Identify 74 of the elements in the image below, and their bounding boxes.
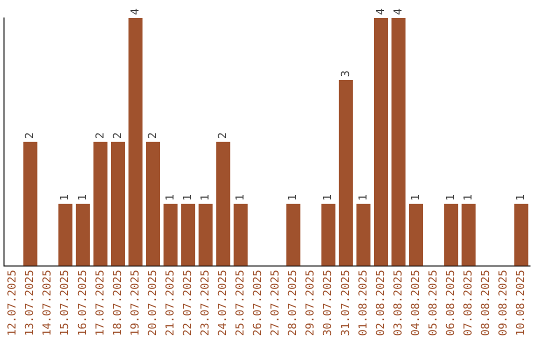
bar [23, 142, 38, 266]
bar [198, 204, 213, 266]
x-tick-label: 04.08.2025 [408, 270, 422, 336]
x-tick-label: 07.08.2025 [461, 270, 474, 336]
data-label: 2 [93, 132, 106, 139]
data-label: 2 [110, 132, 124, 139]
bar [356, 204, 370, 266]
x-tick-label: 02.08.2025 [374, 270, 387, 336]
bar [76, 204, 90, 266]
x-tick-label: 08.08.2025 [479, 270, 492, 336]
bar [321, 204, 336, 266]
bar [110, 142, 125, 266]
bar [286, 204, 300, 266]
data-label: 1 [76, 194, 89, 201]
x-tick-label: 15.07.2025 [58, 270, 72, 336]
x-tick-label: 18.07.2025 [110, 270, 124, 336]
x-tick-label: 21.07.2025 [163, 270, 176, 336]
data-label: 1 [234, 194, 247, 201]
data-label: 4 [391, 8, 404, 15]
data-label: 4 [374, 8, 387, 15]
x-tick-label: 09.08.2025 [496, 270, 510, 336]
x-tick-label: 14.07.2025 [40, 270, 54, 336]
x-tick-label: 28.07.2025 [286, 270, 300, 336]
bar [338, 80, 353, 266]
x-tick-label: 29.07.2025 [304, 270, 317, 336]
x-tick-label: 01.08.2025 [356, 270, 370, 336]
x-tick-label: 17.07.2025 [93, 270, 106, 336]
bar [128, 18, 143, 266]
bar [216, 142, 230, 266]
data-label: 4 [128, 8, 142, 15]
bar [93, 142, 108, 266]
x-tick-label: 05.08.2025 [426, 270, 440, 336]
x-tick-label: 03.08.2025 [391, 270, 404, 336]
x-tick-label: 16.07.2025 [76, 270, 89, 336]
bar [234, 204, 248, 266]
x-tick-label: 19.07.2025 [128, 270, 142, 336]
x-tick-label: 23.07.2025 [198, 270, 212, 336]
data-label: 1 [356, 194, 370, 201]
x-tick-label: 30.07.2025 [321, 270, 334, 336]
x-tick-label: 13.07.2025 [23, 270, 36, 336]
x-tick-label: 22.07.2025 [180, 270, 194, 336]
data-label: 1 [461, 194, 474, 201]
data-label: 1 [444, 194, 457, 201]
data-label: 3 [338, 70, 352, 77]
x-tick-label: 26.07.2025 [251, 270, 264, 336]
bar [164, 204, 178, 266]
data-label: 1 [514, 194, 528, 201]
data-label: 1 [58, 194, 72, 201]
x-tick-label: 20.07.2025 [146, 270, 159, 336]
bar [391, 18, 406, 266]
data-label: 1 [408, 194, 422, 201]
data-label: 1 [180, 194, 194, 201]
data-label: 1 [286, 194, 300, 201]
data-label: 2 [23, 132, 36, 139]
x-tick-label: 06.08.2025 [444, 270, 457, 336]
bar [58, 204, 72, 266]
data-label: 2 [216, 132, 230, 139]
bar [146, 142, 160, 266]
x-tick-label: 24.07.2025 [216, 270, 230, 336]
data-label: 2 [146, 132, 159, 139]
bar [444, 204, 458, 266]
x-tick-label: 25.07.2025 [234, 270, 247, 336]
bar [409, 204, 424, 266]
x-tick-label: 12.07.2025 [6, 270, 19, 336]
data-label: 1 [321, 194, 334, 201]
bar [374, 18, 388, 266]
x-tick-label: 31.07.2025 [338, 270, 352, 336]
data-label: 1 [198, 194, 212, 201]
x-tick-label: 27.07.2025 [268, 270, 282, 336]
bar [462, 204, 476, 266]
bar [514, 204, 528, 266]
bar [181, 204, 196, 266]
data-label: 1 [163, 194, 176, 201]
x-tick-label: 10.08.2025 [514, 270, 528, 336]
